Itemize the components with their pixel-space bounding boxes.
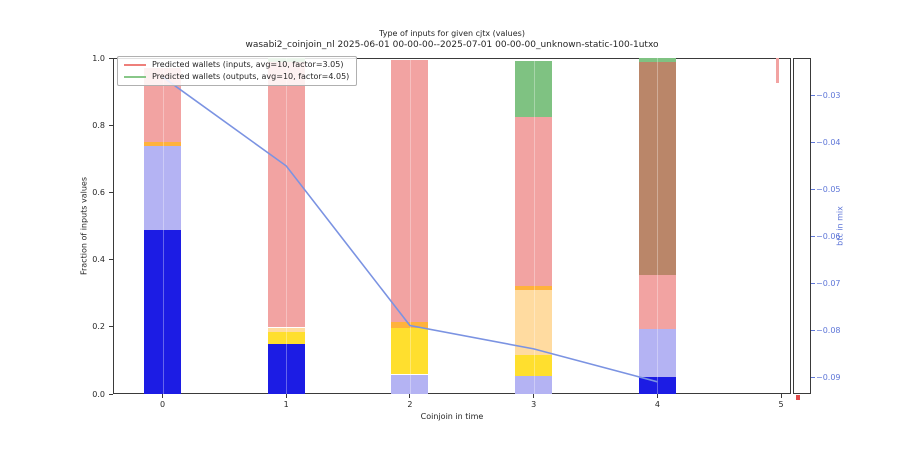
- x-tick-mark: [533, 394, 535, 398]
- bar-segment-brown: [638, 62, 676, 275]
- bar-segment-lavender: [515, 375, 553, 394]
- x-tick-label: 2: [407, 400, 413, 409]
- bar-segment-lavender: [143, 146, 181, 230]
- bar-center-gridline: [286, 58, 288, 394]
- bar-segment-lavender: [638, 329, 676, 378]
- right-tick-mark: [811, 329, 815, 331]
- right-tick-label: −0.09: [816, 372, 841, 382]
- y-tick-label: 0.8: [92, 120, 105, 130]
- y-tick-label: 1.0: [92, 53, 105, 63]
- btc-in-mix-line: [162, 76, 658, 383]
- right-tick-label: −0.05: [816, 184, 841, 194]
- bar-segment-green: [515, 60, 553, 118]
- right-tick-label: −0.03: [816, 91, 841, 101]
- right-tick-label: −0.04: [816, 137, 841, 147]
- y-tick-label: 0.2: [92, 322, 105, 332]
- legend: Predicted wallets (inputs, avg=10, facto…: [117, 56, 358, 86]
- bar-center-gridline: [162, 68, 164, 394]
- bar-segment-yellow: [267, 331, 305, 344]
- x-tick-mark: [161, 394, 163, 398]
- right-tick-label: −0.08: [816, 325, 841, 335]
- y-tick-mark: [109, 57, 113, 59]
- y-tick-mark: [109, 191, 113, 193]
- y-tick-label: 0.6: [92, 187, 105, 197]
- y-tick-mark: [109, 259, 113, 261]
- y-tick-mark: [109, 124, 113, 126]
- chart-suptitle: Type of inputs for given cjtx (values): [379, 29, 525, 38]
- bar-segment-lavender: [391, 374, 429, 394]
- y-tick-mark: [109, 326, 113, 328]
- x-tick-mark: [285, 394, 287, 398]
- x-tick-label: 4: [654, 400, 660, 409]
- right-tick-mark: [811, 376, 815, 378]
- legend-line-green: [124, 75, 146, 78]
- x-tick-label: 3: [531, 400, 537, 409]
- legend-line-red: [124, 63, 146, 66]
- bar-segment-pink: [391, 60, 429, 323]
- right-tick-label: −0.07: [816, 278, 841, 288]
- bar-segment-blue: [638, 377, 676, 394]
- x-tick-mark: [409, 394, 411, 398]
- plot-area: [113, 58, 791, 394]
- bar-segment-wheat: [267, 327, 305, 332]
- bar-center-gridline: [533, 60, 535, 394]
- bar-segment-yellow: [391, 328, 429, 375]
- x-axis-label: Coinjoin in time: [420, 412, 484, 421]
- bar-segment-wheat: [515, 289, 553, 355]
- legend-item-inputs: Predicted wallets (inputs, avg=10, facto…: [124, 60, 349, 69]
- bar-segment-pink: [776, 58, 779, 84]
- bar-segment-yellow: [515, 355, 553, 376]
- bar-segment-pink: [638, 275, 676, 330]
- bar-segment-green: [638, 58, 676, 62]
- x-tick-mark: [780, 394, 782, 398]
- legend-label: Predicted wallets (outputs, avg=10, fact…: [152, 72, 350, 81]
- x-tick-label: 5: [778, 400, 784, 409]
- right-tick-mark: [811, 141, 815, 143]
- bar-segment-orange: [515, 285, 553, 290]
- right-tick-mark: [811, 235, 815, 237]
- bar-center-gridline: [657, 58, 659, 394]
- right-tick-mark: [811, 282, 815, 284]
- bar-segment-orange: [143, 142, 181, 146]
- x-tick-label: 0: [159, 400, 166, 409]
- secondary-axis-red-tick: [796, 395, 800, 400]
- secondary-axis-box: [793, 58, 811, 394]
- bar-segment-pink: [515, 117, 553, 286]
- x-tick-mark: [656, 394, 658, 398]
- right-tick-label: −0.06: [816, 231, 841, 241]
- y-tick-label: 0.0: [92, 389, 105, 399]
- legend-item-outputs: Predicted wallets (outputs, avg=10, fact…: [124, 72, 349, 81]
- right-tick-mark: [811, 95, 815, 97]
- bar-segment-blue: [143, 230, 181, 394]
- y-tick-label: 0.4: [92, 255, 105, 265]
- y-tick-mark: [109, 393, 113, 395]
- chart-title: wasabi2_coinjoin_nl 2025-06-01 00-00-00-…: [245, 40, 659, 50]
- bar-center-gridline: [409, 60, 411, 394]
- bar-segment-blue: [267, 343, 305, 394]
- bar-segment-pink: [267, 62, 305, 328]
- x-tick-label: 1: [283, 400, 289, 409]
- right-tick-mark: [811, 188, 815, 190]
- legend-label: Predicted wallets (inputs, avg=10, facto…: [152, 60, 344, 69]
